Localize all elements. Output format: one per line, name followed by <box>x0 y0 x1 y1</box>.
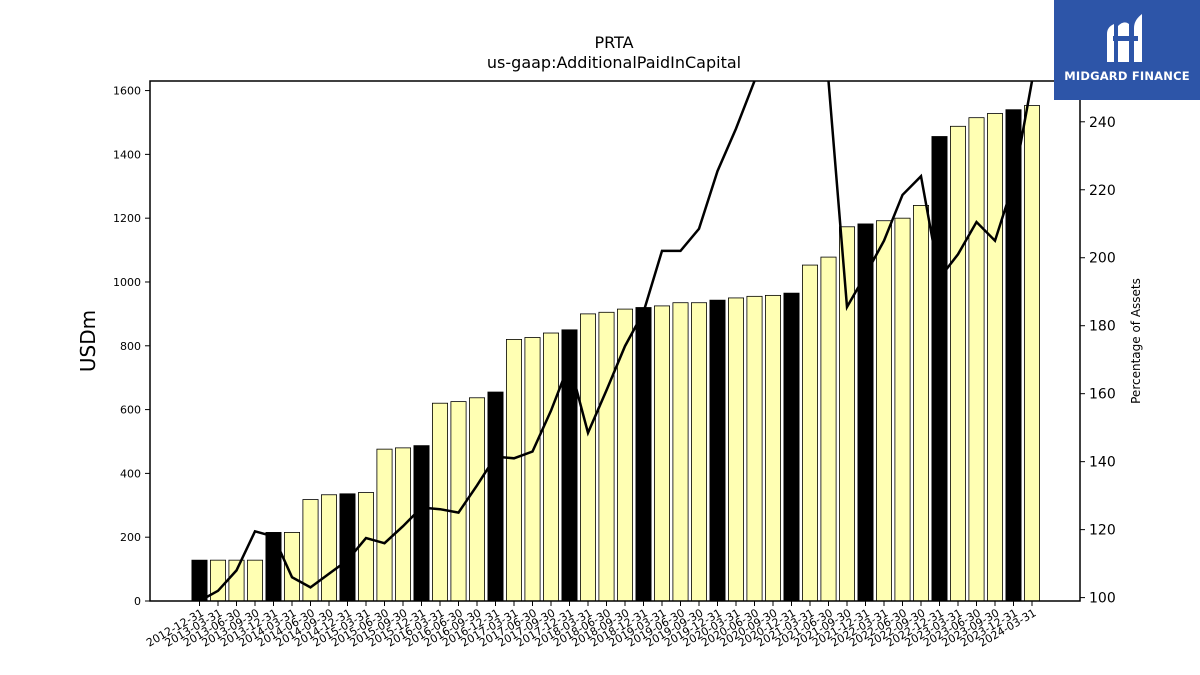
bar <box>431 402 448 602</box>
bar <box>617 308 634 602</box>
bar <box>580 313 597 602</box>
y-tick-label: 1200 <box>113 212 141 225</box>
bar <box>228 559 245 602</box>
y-tick-label: 1600 <box>113 85 141 98</box>
bar <box>820 256 837 602</box>
y-tick-label: 800 <box>120 340 141 353</box>
bar <box>950 125 967 602</box>
bar <box>543 332 560 602</box>
y-tick-label: 600 <box>120 404 141 417</box>
bar <box>598 311 615 602</box>
midgard-finance-logo: MIDGARD FINANCE <box>1054 0 1200 100</box>
bar <box>987 113 1004 602</box>
bar <box>672 302 689 602</box>
bar <box>876 220 893 602</box>
bar <box>376 448 393 602</box>
bar <box>802 264 819 602</box>
bar <box>246 559 263 602</box>
y2-axis-label: Percentage of Assets <box>1129 278 1143 404</box>
y-tick-label: 1400 <box>113 148 141 161</box>
bar <box>894 217 911 602</box>
bar <box>191 559 208 602</box>
y-axis-label: USDm <box>76 310 100 372</box>
y-axis-left: 0 200 400 600 800 1000 1200 1400 1600 <box>113 85 150 608</box>
bar <box>635 307 652 602</box>
logo-mark-icon <box>1054 0 1200 100</box>
bar <box>709 299 726 602</box>
y2-tick-label: 100 <box>1089 591 1116 607</box>
bar <box>1024 105 1041 602</box>
bar <box>505 339 522 602</box>
y2-tick-label: 120 <box>1089 523 1116 539</box>
bar <box>339 493 356 602</box>
bar <box>654 305 671 602</box>
y-axis-right: 100 120 140 160 180 200 220 240 <box>1080 115 1116 607</box>
y2-tick-label: 200 <box>1089 251 1116 267</box>
y-tick-label: 1000 <box>113 276 141 289</box>
bars-group <box>191 105 1041 602</box>
plot-frame <box>149 80 1081 602</box>
y-tick-label: 0 <box>134 595 141 608</box>
bar <box>728 297 745 602</box>
bar <box>450 401 467 602</box>
y2-tick-label: 180 <box>1089 319 1116 335</box>
bar <box>931 136 948 602</box>
bar <box>468 397 485 602</box>
bar <box>691 302 708 602</box>
percentage-line <box>198 81 1034 601</box>
y2-tick-label: 160 <box>1089 387 1116 403</box>
bar <box>913 205 930 602</box>
bar <box>320 494 337 602</box>
y2-tick-label: 220 <box>1089 183 1116 199</box>
x-axis: 2012-12-312013-03-312013-06-302013-09-30… <box>144 601 1039 650</box>
bar <box>524 337 541 602</box>
bar <box>413 445 430 602</box>
y-tick-label: 200 <box>120 531 141 544</box>
bar <box>357 492 374 602</box>
y2-tick-label: 240 <box>1089 115 1116 131</box>
y-tick-label: 400 <box>120 467 141 480</box>
chart-subtitle: us-gaap:AdditionalPaidInCapital <box>487 53 741 72</box>
bar <box>765 294 782 602</box>
bar <box>265 532 282 602</box>
bar <box>839 226 856 602</box>
y2-tick-label: 140 <box>1089 455 1116 471</box>
bar <box>968 117 985 602</box>
bar <box>746 295 763 602</box>
bar <box>783 292 800 602</box>
bar <box>487 391 504 602</box>
bar <box>561 329 578 602</box>
chart-title: PRTA <box>594 33 633 52</box>
line-layer <box>198 81 1034 601</box>
logo-text: MIDGARD FINANCE <box>1064 69 1190 83</box>
bar <box>857 223 874 602</box>
